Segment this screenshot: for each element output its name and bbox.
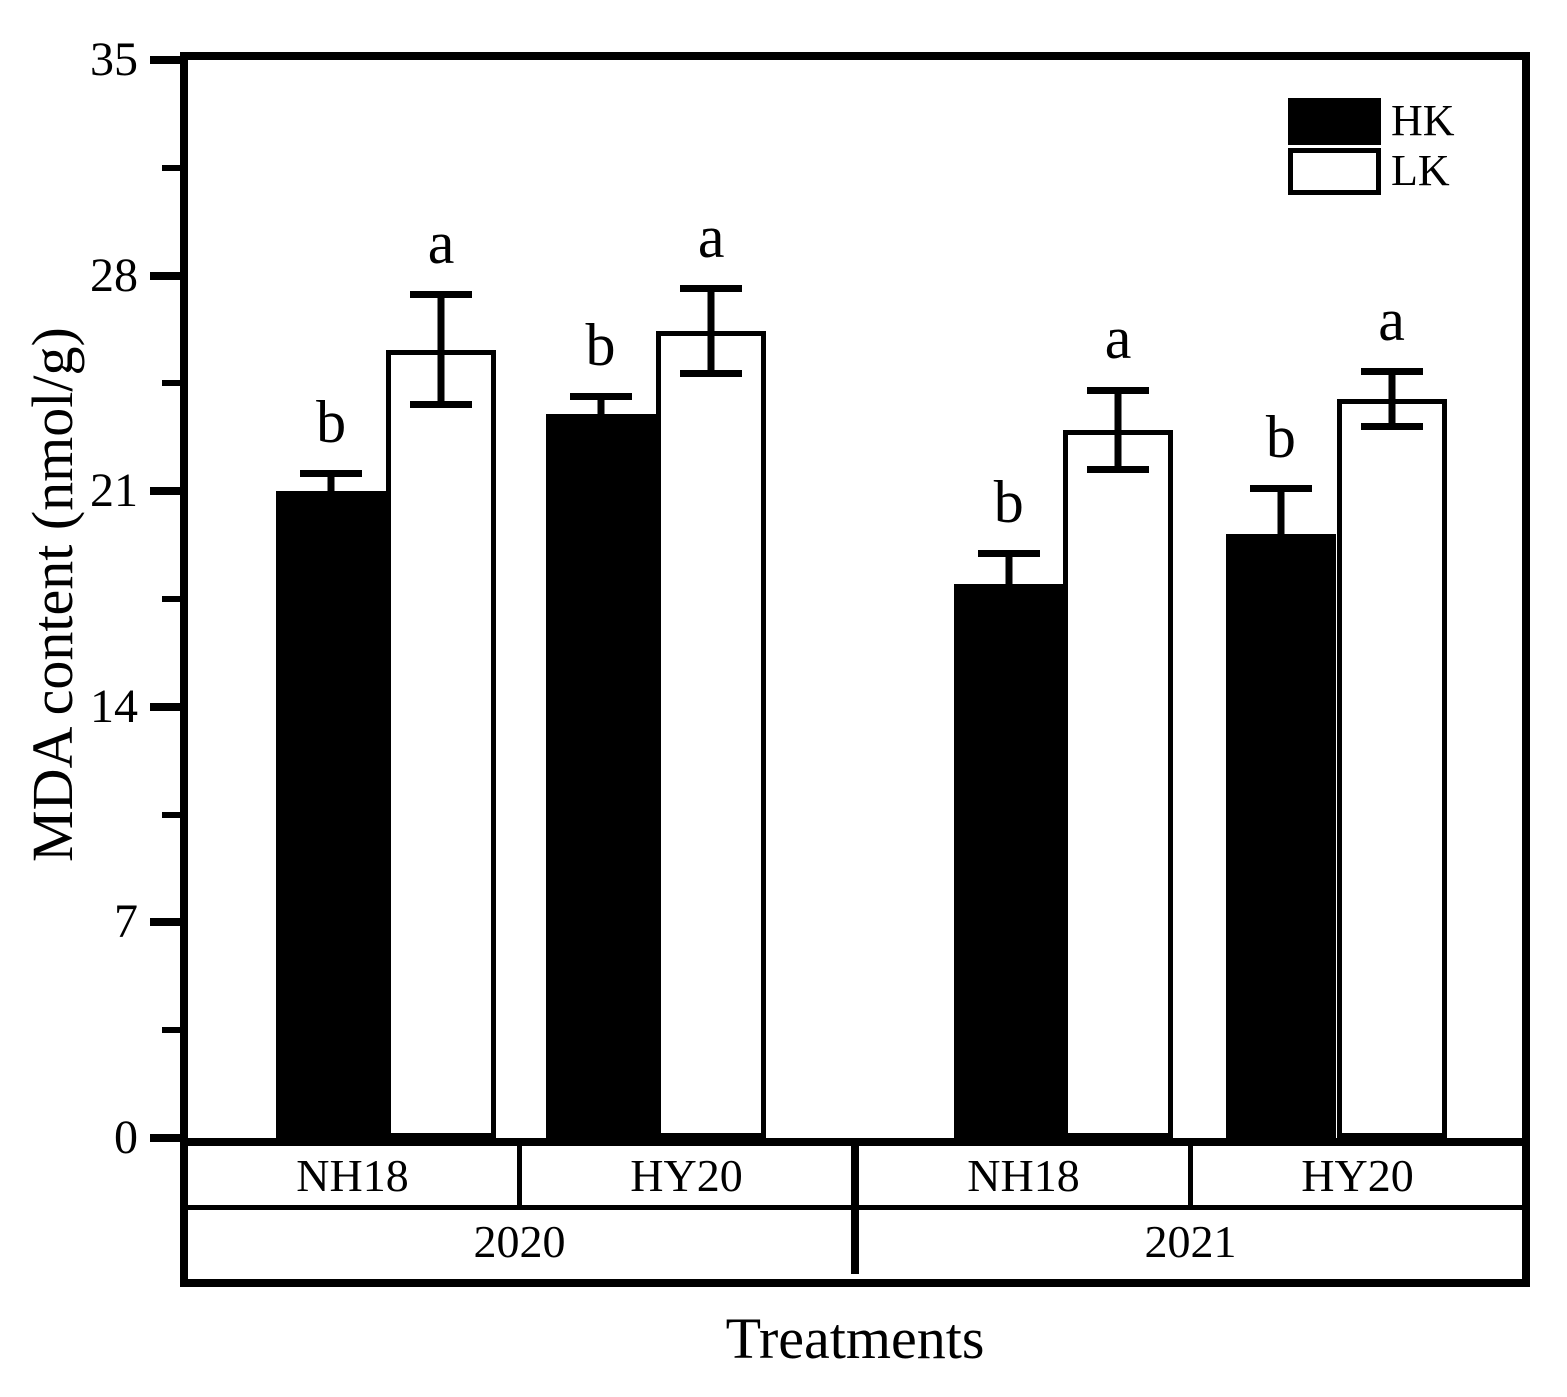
error-bar-cap-bottom: [1087, 465, 1150, 473]
y-major-tick: [150, 918, 180, 927]
error-bar: [1249, 485, 1312, 584]
error-bar: [410, 291, 473, 409]
y-tick-label: 35: [90, 33, 138, 86]
error-bar: [1087, 386, 1150, 473]
y-tick-label: 14: [90, 679, 138, 733]
significance-letter: a: [1104, 305, 1132, 372]
year-row: 2020 2021: [188, 1210, 1522, 1274]
legend-label-hk: HK: [1391, 96, 1455, 145]
error-bar: [977, 549, 1040, 618]
error-bar: [569, 392, 632, 436]
error-bar-line: [707, 284, 715, 378]
y-axis-label: MDA content (nmol/g): [20, 327, 85, 863]
error-bar-cap-top: [1360, 368, 1423, 376]
error-bar-cap-bottom: [569, 428, 632, 436]
error-bar-cap-bottom: [1249, 576, 1312, 584]
cultivar-cell: HY20: [522, 1146, 859, 1205]
error-bar: [1360, 368, 1423, 430]
cultivar-cell: NH18: [859, 1146, 1193, 1205]
cultivar-cell: NH18: [188, 1146, 522, 1205]
year-cell: 2020: [188, 1210, 859, 1274]
y-tick-label: 7: [114, 895, 138, 949]
x-axis-label: Treatments: [725, 1306, 985, 1371]
bar-2021-NH18-HK: [953, 583, 1064, 1138]
legend: HK LK: [1288, 96, 1455, 196]
bar-2021-NH18-LK: [1063, 429, 1174, 1138]
legend-item-lk: LK: [1288, 146, 1455, 196]
error-bar-cap-bottom: [680, 370, 743, 378]
error-bar-cap-bottom: [410, 401, 473, 409]
error-bar: [300, 469, 363, 513]
bar-2020-NH18-LK: [386, 349, 497, 1138]
error-bar-cap-top: [680, 284, 743, 292]
y-minor-tick: [162, 811, 180, 818]
y-tick-label: 0: [114, 1111, 138, 1164]
error-bar-line: [1114, 386, 1122, 473]
legend-swatch-hk-icon: [1288, 97, 1381, 145]
y-minor-tick: [162, 1027, 180, 1034]
bar-2021-HY20-HK: [1225, 534, 1336, 1138]
significance-letter: b: [1265, 404, 1296, 471]
error-bar-cap-top: [300, 469, 363, 477]
significance-letter: a: [427, 210, 455, 276]
error-bar-cap-bottom: [1360, 422, 1423, 430]
error-bar-line: [597, 392, 605, 436]
error-bar-line: [327, 469, 335, 513]
legend-swatch-lk-icon: [1288, 147, 1381, 195]
error-bar-line: [1277, 485, 1285, 584]
bar-2020-HY20-LK: [656, 331, 767, 1138]
legend-label-lk: LK: [1391, 146, 1450, 195]
significance-letter: b: [993, 468, 1024, 535]
error-bar-cap-top: [410, 291, 473, 299]
cultivar-cell: HY20: [1301, 1149, 1414, 1201]
year-cell: 2021: [1144, 1216, 1237, 1267]
significance-letter: a: [697, 203, 725, 270]
error-bar-line: [437, 291, 445, 409]
y-major-tick: [150, 1134, 180, 1142]
y-minor-tick: [162, 164, 180, 171]
x-axis-table: NH18 HY20 NH18 HY20 2020 2021: [180, 1138, 1530, 1287]
significance-letter: b: [585, 311, 616, 378]
y-major-tick: [150, 271, 180, 280]
y-minor-tick: [162, 596, 180, 602]
significance-letter: a: [1378, 287, 1405, 353]
error-bar-cap-top: [977, 549, 1040, 557]
significance-letter: b: [316, 388, 347, 455]
plot-area: HK LK 0 7 14 21 28 35 b a b a b a b a: [90, 36, 1530, 1162]
cultivar-row: NH18 HY20 NH18 HY20: [188, 1146, 1522, 1210]
error-bar-cap-bottom: [977, 610, 1040, 618]
error-bar-line: [1388, 368, 1396, 430]
error-bar-cap-top: [1087, 386, 1150, 394]
y-minor-tick: [162, 380, 180, 387]
error-bar-cap-top: [569, 392, 632, 400]
bar-2020-NH18-HK: [276, 491, 387, 1138]
legend-item-hk: HK: [1288, 96, 1455, 146]
y-tick-label: 28: [90, 248, 138, 302]
error-bar: [680, 284, 743, 378]
y-major-tick: [150, 702, 180, 711]
bar-2020-HY20-HK: [545, 414, 656, 1138]
error-bar-cap-top: [1249, 485, 1312, 493]
bar-2021-HY20-LK: [1336, 398, 1447, 1138]
error-bar-line: [1005, 549, 1013, 618]
error-bar-cap-bottom: [300, 505, 363, 513]
y-major-tick: [150, 56, 180, 64]
y-major-tick: [150, 487, 180, 496]
y-tick-label: 21: [90, 464, 138, 518]
